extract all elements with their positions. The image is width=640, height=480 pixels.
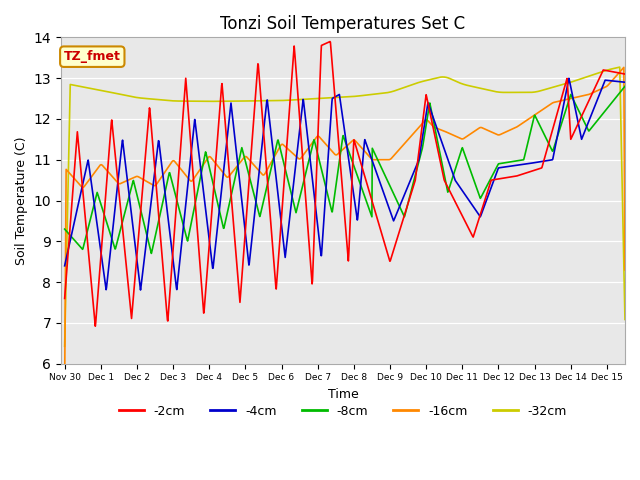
- Title: Tonzi Soil Temperatures Set C: Tonzi Soil Temperatures Set C: [220, 15, 465, 33]
- X-axis label: Time: Time: [328, 388, 358, 401]
- Text: TZ_fmet: TZ_fmet: [64, 50, 121, 63]
- Y-axis label: Soil Temperature (C): Soil Temperature (C): [15, 136, 28, 265]
- Legend: -2cm, -4cm, -8cm, -16cm, -32cm: -2cm, -4cm, -8cm, -16cm, -32cm: [114, 400, 572, 423]
